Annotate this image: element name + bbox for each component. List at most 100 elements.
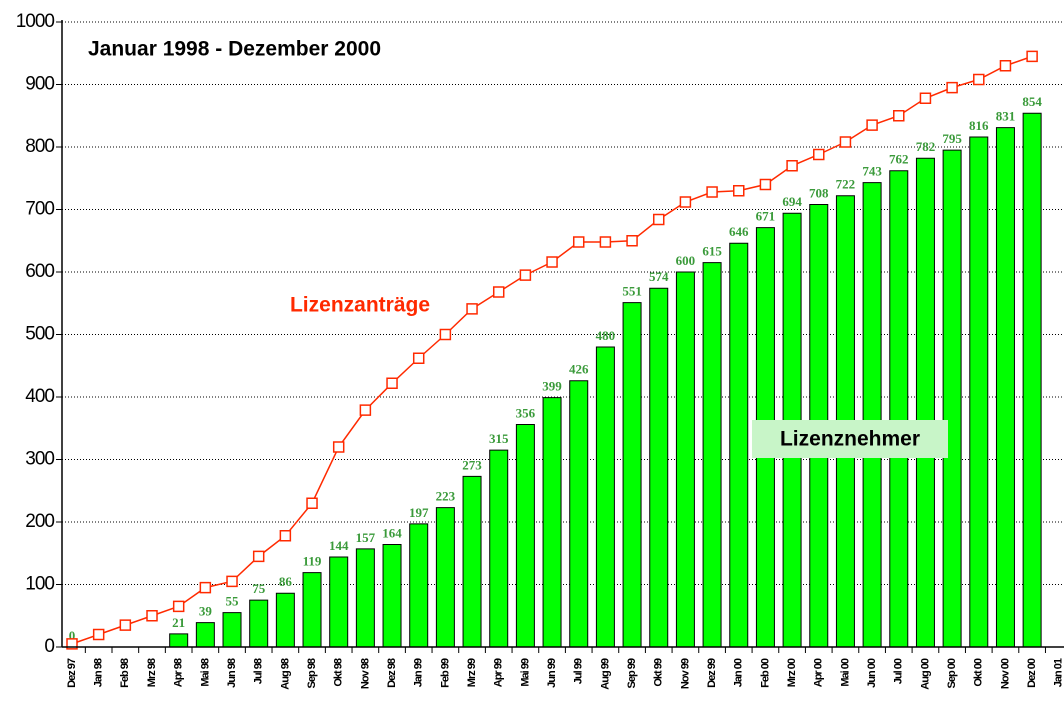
x-tick-label: Jul 98 bbox=[253, 658, 265, 684]
marker bbox=[626, 235, 638, 247]
marker bbox=[306, 497, 318, 509]
x-tick-label: Okt 00 bbox=[973, 658, 985, 687]
value-label: 39 bbox=[199, 604, 213, 619]
series-label: Lizenzanträge bbox=[290, 294, 430, 317]
y-tick-label: 500 bbox=[25, 324, 54, 345]
bar bbox=[542, 397, 562, 648]
legend-box bbox=[752, 420, 948, 458]
y-tick-label: 600 bbox=[25, 261, 54, 282]
marker bbox=[359, 404, 372, 416]
marker bbox=[332, 441, 345, 453]
x-tick-label: Apr 00 bbox=[813, 658, 825, 687]
x-tick-label: Jan 98 bbox=[93, 658, 105, 687]
value-label: 0 bbox=[69, 628, 76, 643]
value-label: 144 bbox=[329, 538, 349, 553]
value-label: 157 bbox=[356, 530, 376, 545]
value-label: 795 bbox=[942, 131, 962, 146]
value-label: 743 bbox=[862, 164, 882, 179]
marker bbox=[999, 60, 1012, 72]
x-tick-label: Feb 99 bbox=[439, 658, 451, 688]
bar bbox=[462, 475, 482, 648]
value-label: 75 bbox=[252, 581, 266, 596]
x-tick-label: Mrz 99 bbox=[466, 658, 478, 687]
bar bbox=[649, 287, 669, 648]
bar bbox=[382, 544, 402, 648]
marker bbox=[386, 377, 398, 389]
marker bbox=[92, 628, 105, 641]
value-label: 671 bbox=[756, 209, 776, 224]
marker bbox=[172, 600, 185, 613]
marker bbox=[119, 619, 132, 631]
x-tick-label: Apr 98 bbox=[173, 658, 185, 687]
value-label: 782 bbox=[916, 139, 936, 154]
bar bbox=[302, 572, 322, 648]
x-tick-label: Dez 99 bbox=[706, 658, 718, 688]
bar bbox=[595, 346, 615, 648]
bar bbox=[355, 548, 375, 648]
marker bbox=[412, 352, 425, 364]
marker bbox=[839, 136, 852, 148]
y-tick-label: 400 bbox=[25, 386, 54, 407]
bar bbox=[729, 242, 749, 648]
marker bbox=[492, 286, 505, 298]
value-label: 854 bbox=[1022, 94, 1042, 109]
x-tick-label: Okt 99 bbox=[653, 658, 665, 687]
x-tick-label: Jun 98 bbox=[226, 658, 238, 688]
bar bbox=[569, 380, 589, 648]
x-tick-label: Sep 00 bbox=[946, 658, 958, 688]
bar bbox=[702, 262, 722, 648]
y-tick-label: 300 bbox=[25, 449, 54, 470]
bar bbox=[169, 633, 189, 648]
value-label: 21 bbox=[172, 615, 185, 630]
bar bbox=[889, 170, 909, 648]
bar bbox=[942, 149, 962, 648]
x-tick-label: Aug 00 bbox=[919, 658, 931, 690]
marker bbox=[439, 328, 452, 341]
chart-title: Januar 1998 - Dezember 2000 bbox=[88, 38, 381, 61]
x-tick-label: Apr 99 bbox=[493, 658, 505, 687]
value-label: 831 bbox=[996, 109, 1016, 124]
y-tick-label: 1000 bbox=[16, 11, 55, 32]
value-label: 119 bbox=[303, 554, 322, 569]
legend-label: Lizenznehmer bbox=[780, 428, 920, 451]
bar bbox=[329, 556, 349, 648]
marker bbox=[279, 530, 292, 542]
marker bbox=[893, 110, 905, 122]
x-tick-label: Mrz 98 bbox=[146, 658, 158, 687]
x-tick-label: Mai 98 bbox=[199, 658, 211, 687]
x-tick-label: Nov 99 bbox=[679, 658, 691, 689]
bar bbox=[862, 182, 882, 648]
marker bbox=[466, 303, 478, 315]
marker bbox=[733, 185, 745, 197]
marker bbox=[572, 236, 585, 248]
value-label: 273 bbox=[462, 457, 482, 472]
value-label: 694 bbox=[782, 194, 802, 209]
marker bbox=[252, 550, 265, 563]
bar bbox=[222, 612, 242, 648]
value-label: 315 bbox=[489, 431, 509, 446]
bar bbox=[675, 271, 695, 648]
marker bbox=[546, 256, 558, 268]
bar bbox=[515, 424, 535, 648]
x-tick-label: Jul 00 bbox=[893, 658, 905, 684]
x-tick-label: Sep 99 bbox=[626, 658, 638, 688]
y-tick-label: 800 bbox=[25, 136, 54, 157]
marker bbox=[973, 73, 985, 86]
marker bbox=[679, 196, 692, 208]
marker bbox=[66, 638, 78, 650]
value-label: 615 bbox=[702, 244, 722, 259]
x-tick-label: Jul 99 bbox=[573, 658, 585, 684]
value-label: 55 bbox=[226, 594, 240, 609]
bar bbox=[249, 599, 269, 648]
bar bbox=[622, 302, 642, 648]
marker bbox=[146, 610, 158, 622]
marker bbox=[1026, 50, 1038, 63]
marker bbox=[519, 269, 532, 281]
value-label: 426 bbox=[569, 362, 589, 377]
value-label: 197 bbox=[409, 505, 429, 520]
x-tick-label: Jan 99 bbox=[413, 658, 425, 687]
marker bbox=[599, 236, 612, 248]
y-tick-label: 0 bbox=[44, 636, 54, 657]
y-tick-label: 100 bbox=[25, 574, 54, 595]
x-tick-label: Mrz 00 bbox=[786, 658, 798, 687]
